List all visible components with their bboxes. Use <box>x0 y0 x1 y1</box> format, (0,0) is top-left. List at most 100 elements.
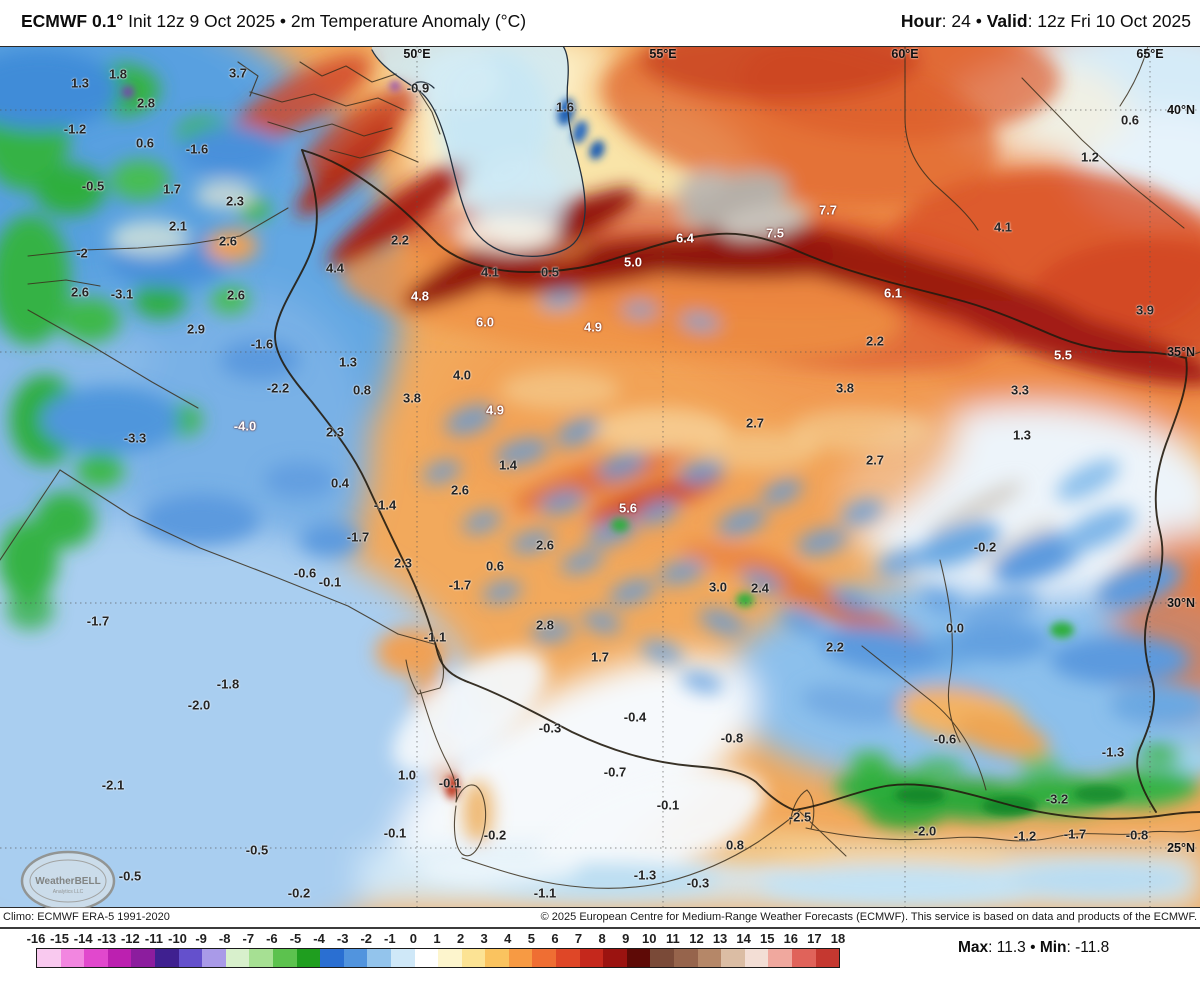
max-min-readout: Max: 11.3 • Min: -11.8 <box>958 939 1109 957</box>
map-value-label: -0.9 <box>406 80 430 96</box>
map-value-label: 2.6 <box>218 233 238 249</box>
map-value-label: 2.8 <box>535 617 555 633</box>
map-value-label: -1.2 <box>1013 828 1037 844</box>
map-value-label: -2 <box>76 245 88 261</box>
map-value-label: 2.1 <box>168 218 188 234</box>
map-value-label: 3.0 <box>708 579 728 595</box>
map-value-label: -0.2 <box>287 885 311 901</box>
colorbar-tick-label: -1 <box>384 931 396 946</box>
colorbar-cell <box>438 949 462 967</box>
map-value-label: -1.3 <box>633 867 657 883</box>
map-value-label: 3.8 <box>835 380 855 396</box>
map-value-label: 2.2 <box>865 333 885 349</box>
longitude-label: 55°E <box>649 47 677 61</box>
map-value-label: -3.3 <box>123 430 147 446</box>
country-borders <box>0 46 1200 889</box>
map-value-label: 1.4 <box>498 457 518 473</box>
map-value-label: -0.5 <box>81 178 105 194</box>
map-value-label: -3.1 <box>110 286 134 302</box>
map-frame <box>0 46 1200 908</box>
colorbar-tick-label: -13 <box>97 931 117 946</box>
colorbar-cell <box>272 949 297 967</box>
colorbar-cell <box>532 949 557 967</box>
colorbar-tick-label: -8 <box>218 931 231 946</box>
map-value-label: 2.6 <box>535 537 555 553</box>
colorbar-cell <box>603 949 627 967</box>
latitude-label: 30°N <box>1167 596 1195 610</box>
map-value-label: 2.3 <box>393 555 413 571</box>
colorbar-cell <box>792 949 816 967</box>
copyright-note: © 2025 European Centre for Medium-Range … <box>540 911 1197 923</box>
valid-value: : 12z Fri 10 Oct 2025 <box>1027 11 1191 31</box>
colorbar-cell <box>131 949 155 967</box>
map-value-label: 2.7 <box>865 452 885 468</box>
colorbar-cell <box>721 949 745 967</box>
anomaly-map-field: WeatherBELL Analytics LLC <box>0 46 1200 908</box>
max-value: : 11.3 • <box>988 939 1040 956</box>
colorbar-cell <box>414 949 439 967</box>
colorbar-cell <box>815 949 840 967</box>
graticule <box>0 46 1200 908</box>
colorbar-tick-label: 15 <box>760 931 775 946</box>
map-value-label: -1.6 <box>185 141 209 157</box>
map-value-label: -0.7 <box>603 764 627 780</box>
colorbar-tick-label: 5 <box>527 931 535 946</box>
map-value-label: 2.6 <box>450 482 470 498</box>
map-value-label: -4.0 <box>233 418 257 434</box>
colorbar-tick-label: 18 <box>830 931 846 946</box>
min-label: Min <box>1039 939 1067 956</box>
map-value-label: 2.2 <box>825 639 845 655</box>
colorbar-tick-label: 0 <box>409 931 418 946</box>
colorbar-cell <box>674 949 698 967</box>
colorbar-cell <box>697 949 722 967</box>
map-value-label: 4.1 <box>993 219 1013 235</box>
colorbar-cell <box>461 949 486 967</box>
caspian-coastline <box>371 46 586 257</box>
map-value-label: 1.3 <box>338 354 358 370</box>
map-value-label: 0.4 <box>330 475 350 491</box>
colorbar-cell <box>485 949 509 967</box>
longitude-label: 65°E <box>1136 47 1164 61</box>
colorbar-cell <box>249 949 273 967</box>
map-value-label: -3.2 <box>1045 791 1069 807</box>
colorbar-cell <box>744 949 769 967</box>
colorbar-tick-label: -12 <box>120 931 140 946</box>
colorbar-cell <box>556 949 580 967</box>
max-label: Max <box>958 939 989 956</box>
map-value-label: 1.3 <box>70 75 90 91</box>
map-value-label: -1.3 <box>1101 744 1125 760</box>
map-value-label: 3.9 <box>1135 302 1155 318</box>
colorbar-tick-label: 10 <box>642 931 657 946</box>
map-value-label: -1.7 <box>1063 826 1087 842</box>
colorbar-tick-label: 4 <box>504 931 512 946</box>
iran-border <box>274 149 1200 820</box>
map-value-label: 0.0 <box>945 620 965 636</box>
colorbar-tick-label: 11 <box>666 931 680 946</box>
map-value-label: 5.5 <box>1053 347 1073 363</box>
map-value-label: 4.9 <box>583 319 603 335</box>
map-value-label: 4.4 <box>325 260 345 276</box>
map-value-label: 4.9 <box>485 402 505 418</box>
map-value-label: 1.7 <box>590 649 610 665</box>
logo-name: WeatherBELL <box>35 876 100 887</box>
longitude-label: 60°E <box>891 47 919 61</box>
longitude-label: 50°E <box>403 47 431 61</box>
map-value-label: 5.6 <box>618 500 638 516</box>
map-value-label: 2.3 <box>225 193 245 209</box>
map-value-label: 1.2 <box>1080 149 1100 165</box>
colorbar-cell <box>84 949 108 967</box>
logo-sub: Analytics LLC <box>53 889 84 895</box>
map-value-label: 2.6 <box>70 284 90 300</box>
colorbar-tick-label: -4 <box>313 931 325 946</box>
map-value-label: -1.6 <box>250 336 274 352</box>
map-value-label: 3.8 <box>402 390 422 406</box>
map-value-label: -0.3 <box>686 875 710 891</box>
map-value-label: -0.2 <box>973 539 997 555</box>
colorbar-tick-label: 12 <box>689 931 704 946</box>
map-value-label: 1.6 <box>555 99 575 115</box>
map-value-label: 0.6 <box>1120 112 1140 128</box>
map-value-label: 0.6 <box>135 135 155 151</box>
valid-time: Hour: 24 • Valid: 12z Fri 10 Oct 2025 <box>901 11 1191 32</box>
latitude-label: 35°N <box>1167 345 1195 359</box>
colorbar-cell <box>296 949 321 967</box>
